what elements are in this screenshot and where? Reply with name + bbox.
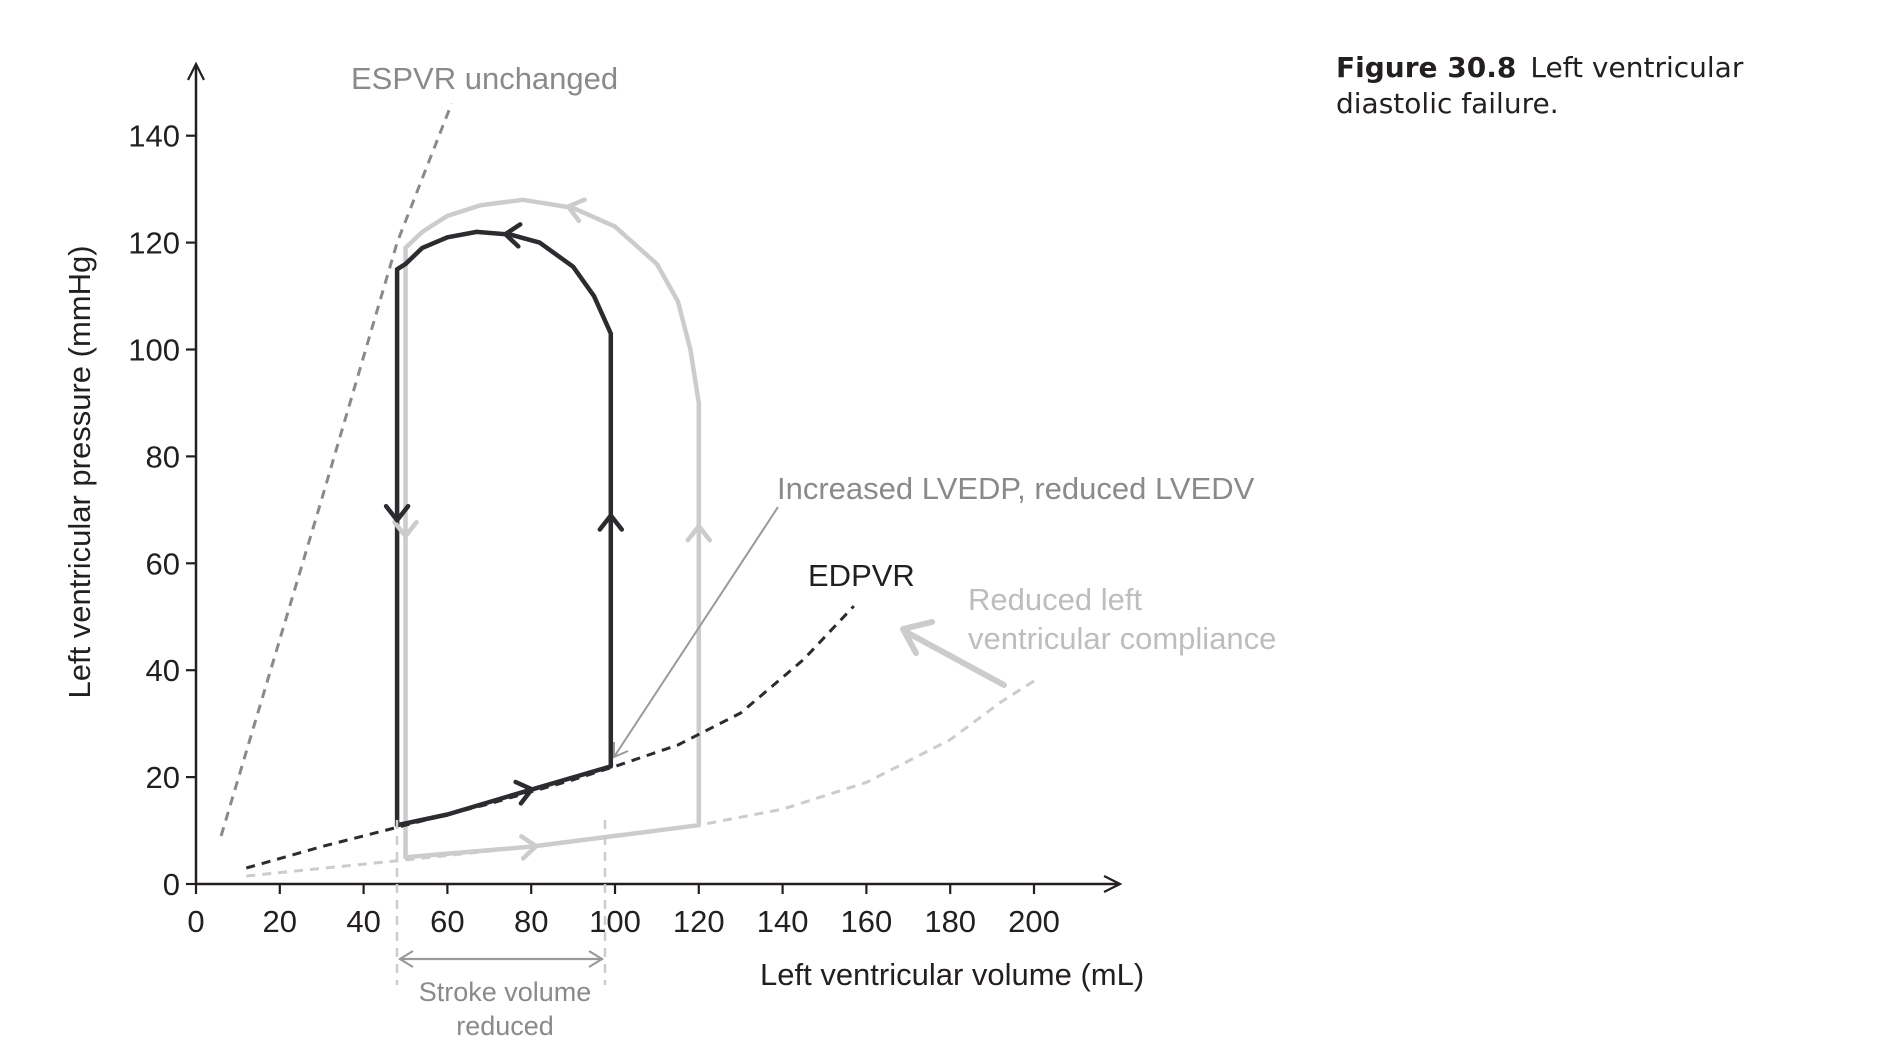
y-ticks: 0 20 40 60 80 100 120 140: [128, 119, 196, 902]
failure-ejection-arrow: [597, 513, 625, 532]
x-tick-label: 60: [430, 904, 464, 939]
series-loop-diastolic-failure: [394, 229, 614, 828]
y-tick-label: 0: [163, 867, 180, 902]
normal-relaxation-arrow: [392, 519, 419, 539]
figure-number: Figure 30.8: [1336, 51, 1517, 84]
x-tick-label: 140: [757, 904, 809, 939]
normal-top-arrow: [566, 197, 587, 224]
x-tick-label: 20: [263, 904, 297, 939]
y-tick-label: 80: [146, 439, 180, 474]
series-edpvr: [245, 605, 855, 870]
failure-top-arrow: [503, 222, 523, 249]
y-tick-label: 140: [128, 119, 180, 154]
normal-filling-arrow: [519, 834, 539, 861]
series-edpvr-normal: [246, 679, 1035, 878]
series-loop-normal: [403, 197, 702, 860]
normal-ejection-arrow: [685, 523, 713, 543]
espvr-label: ESPVR unchanged: [351, 61, 618, 96]
y-tick-label: 20: [146, 760, 180, 795]
x-tick-label: 0: [187, 904, 204, 939]
x-ticks: 0 20 40 60 80 100 120 140 160 180 200: [187, 884, 1060, 939]
x-tick-label: 180: [924, 904, 976, 939]
pressure-volume-chart: 0 20 40 60 80 100 120 140 0 20 40 60 80 100 120 140 160…: [62, 61, 1276, 1041]
compliance-label-line2: ventricular compliance: [968, 621, 1276, 656]
y-tick-label: 60: [146, 546, 180, 581]
lvedp-pointer: [613, 506, 779, 758]
compliance-shift-arrow: [905, 630, 1007, 688]
stroke-volume-label-line2: reduced: [456, 1011, 554, 1041]
lvedp-label: Increased LVEDP, reduced LVEDV: [777, 471, 1255, 506]
series-layer: [219, 103, 1035, 878]
failure-filling-arrow: [513, 779, 535, 806]
x-tick-label: 160: [841, 904, 893, 939]
y-axis-title: Left ventricular pressure (mmHg): [62, 245, 97, 698]
figure-caption: Figure 30.8 Left ventricular diastolic fa…: [1336, 50, 1856, 122]
stroke-volume-label-line1: Stroke volume: [419, 977, 592, 1007]
direction-arrows: [383, 197, 713, 861]
edpvr-label: EDPVR: [808, 558, 915, 593]
y-tick-label: 100: [128, 333, 180, 368]
x-tick-label: 100: [589, 904, 641, 939]
x-tick-label: 40: [346, 904, 380, 939]
y-tick-label: 120: [128, 226, 180, 261]
failure-relaxation-arrow: [383, 503, 411, 523]
x-tick-label: 120: [673, 904, 725, 939]
x-tick-label: 200: [1008, 904, 1060, 939]
compliance-label-line1: Reduced left: [968, 582, 1142, 617]
y-tick-label: 40: [146, 653, 180, 688]
x-axis-title: Left ventricular volume (mL): [760, 957, 1144, 992]
x-tick-label: 80: [514, 904, 548, 939]
compliance-shift-arrow-head: [900, 619, 935, 656]
series-espvr: [219, 103, 453, 837]
stroke-volume-bracket-left-head: [397, 950, 414, 968]
lvedp-pointer-head: [613, 742, 629, 759]
figure-caption-text: Left ventricular diastolic failure.: [1336, 51, 1744, 120]
stroke-volume-bracket-right-head: [588, 950, 605, 968]
